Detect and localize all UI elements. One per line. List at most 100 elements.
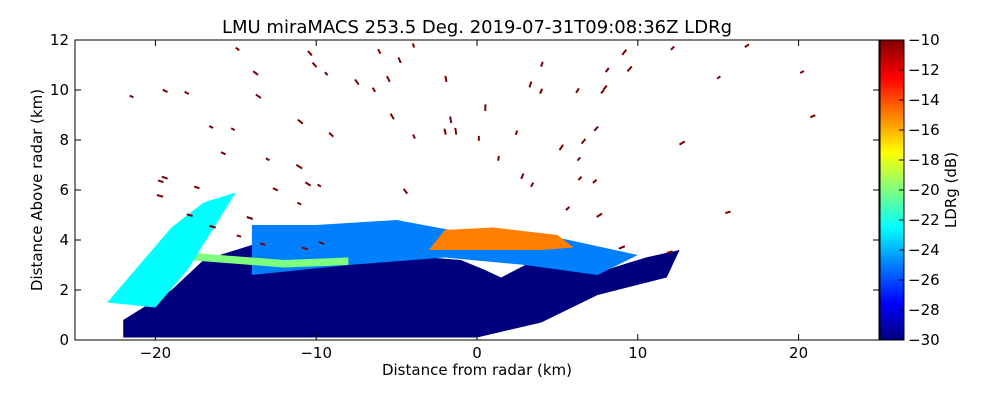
sparse-echo <box>539 88 544 95</box>
colorbar-tick-label: −22 <box>908 211 940 229</box>
sparse-echo <box>449 116 453 124</box>
x-tick-label: 20 <box>789 344 808 362</box>
sparse-echo <box>604 67 610 73</box>
sparse-echo <box>600 89 605 95</box>
sparse-echo <box>304 181 312 187</box>
sparse-echo <box>575 87 580 94</box>
sparse-echo <box>252 70 259 76</box>
sparse-echo <box>389 113 395 120</box>
region-melting-layer <box>428 227 574 250</box>
sparse-echo <box>593 125 599 132</box>
sparse-echo <box>520 173 525 180</box>
x-tick-label: −20 <box>140 344 172 362</box>
sparse-echo <box>577 176 583 181</box>
colorbar-tick-label: −18 <box>908 151 940 169</box>
sparse-echo <box>157 179 164 184</box>
sparse-echo <box>208 125 214 129</box>
sparse-echo <box>528 81 533 88</box>
colorbar-tick-label: −30 <box>908 331 940 349</box>
sparse-echo <box>580 138 587 145</box>
colorbar-tick-label: −28 <box>908 301 940 319</box>
sparse-echo <box>265 157 270 162</box>
sparse-echo <box>402 188 409 195</box>
sparse-echo <box>318 240 325 245</box>
sparse-echo <box>540 61 544 67</box>
y-axis-label: Distance Above radar (km) <box>28 89 46 291</box>
sparse-echo <box>530 182 535 188</box>
sparse-echo <box>297 118 304 125</box>
sparse-echo <box>397 57 402 64</box>
sparse-echo <box>444 75 448 83</box>
sparse-echo <box>716 75 721 80</box>
sparse-echo <box>443 128 447 135</box>
x-tick-label: 10 <box>628 344 647 362</box>
sparse-echo <box>235 46 240 52</box>
y-tick-label: 2 <box>59 281 69 299</box>
sparse-echo <box>324 71 329 76</box>
sparse-echo <box>596 212 603 218</box>
sparse-echo <box>272 187 279 192</box>
colorbar-tick-label: −24 <box>908 241 940 259</box>
sparse-echo <box>386 75 391 83</box>
sparse-echo <box>186 213 193 217</box>
sparse-echo <box>666 250 673 255</box>
plot-area <box>107 43 816 338</box>
sparse-echo <box>295 163 303 170</box>
sparse-echo <box>799 70 805 74</box>
sparse-echo <box>602 84 608 91</box>
x-tick-label: 0 <box>472 344 482 362</box>
y-tick-label: 12 <box>50 31 69 49</box>
sparse-echo <box>377 48 382 55</box>
sparse-echo <box>311 62 318 68</box>
sparse-echo <box>626 65 633 73</box>
sparse-echo <box>371 87 377 93</box>
y-tick-label: 4 <box>59 231 69 249</box>
sparse-echo <box>129 94 134 99</box>
y-tick-label: 0 <box>59 331 69 349</box>
colorbar-tick-label: −20 <box>908 181 940 199</box>
sparse-echo <box>246 216 254 220</box>
sparse-echo <box>744 43 750 49</box>
y-tick-label: 10 <box>50 81 69 99</box>
sparse-echo <box>411 43 416 48</box>
sparse-echo <box>328 132 334 138</box>
x-axis-label: Distance from radar (km) <box>382 361 572 379</box>
colorbar-axis: −10 −12 −14 −16 −18 −20 −22 −24 −26 −28 −30 <box>899 31 940 349</box>
colorbar-tick-label: −26 <box>908 271 940 289</box>
colorbar-tick-label: −16 <box>908 121 940 139</box>
sparse-echo <box>307 50 313 57</box>
sparse-echo <box>810 114 816 119</box>
sparse-echo <box>220 151 227 156</box>
colorbar-tick-label: −10 <box>908 31 940 49</box>
y-tick-label: 8 <box>59 131 69 149</box>
sparse-echo <box>301 246 309 251</box>
colorbar-tick-label: −14 <box>908 91 940 109</box>
sparse-echo <box>161 175 168 180</box>
y-axis: 0 2 4 6 8 10 12 <box>50 31 879 349</box>
sparse-echo <box>316 183 322 188</box>
sparse-echo <box>454 127 458 135</box>
sparse-echo <box>725 210 731 215</box>
sparse-echo <box>156 194 164 198</box>
sparse-echo <box>576 156 582 162</box>
sparse-echo <box>558 144 564 151</box>
sparse-echo <box>618 245 626 250</box>
region-far-left-echo <box>107 192 236 308</box>
y-tick-label: 6 <box>59 181 69 199</box>
chart-title: LMU miraMACS 253.5 Deg. 2019-07-31T09:08… <box>222 17 732 38</box>
sparse-echo <box>497 155 500 161</box>
sparse-echo <box>592 178 598 184</box>
sparse-echo <box>621 49 627 56</box>
colorbar-label: LDRg (dB) <box>942 152 960 228</box>
sparse-echo <box>209 224 217 229</box>
sparse-echo <box>565 206 571 211</box>
sparse-echo <box>678 140 686 146</box>
sparse-echo <box>230 127 236 131</box>
region-edge-bright-band <box>187 252 349 268</box>
sparse-echo <box>260 242 266 246</box>
sparse-echo <box>184 90 190 95</box>
x-tick-label: −10 <box>300 344 332 362</box>
colorbar-tick-label: −12 <box>908 61 940 79</box>
sparse-echo <box>354 78 360 86</box>
